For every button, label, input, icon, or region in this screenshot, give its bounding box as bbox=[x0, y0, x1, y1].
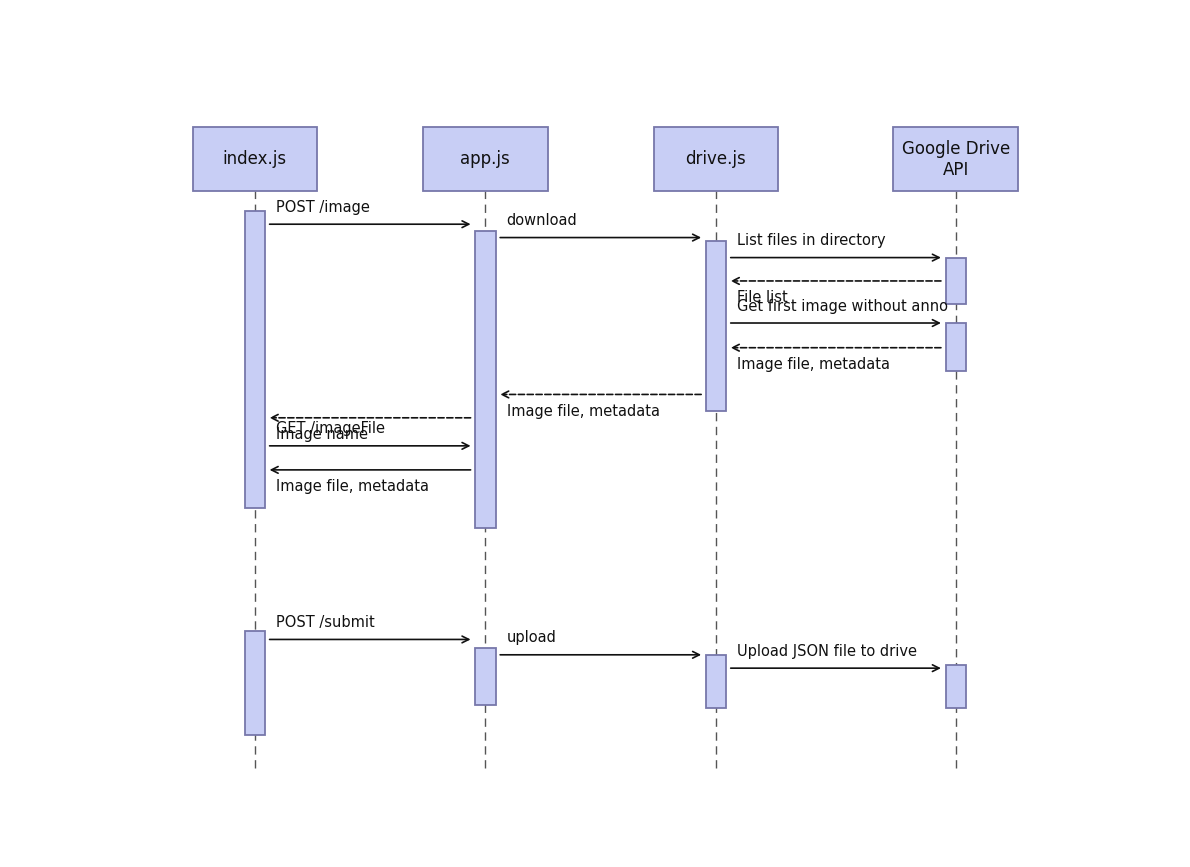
Bar bbox=[946, 323, 966, 371]
Bar bbox=[653, 127, 778, 191]
Text: POST /image: POST /image bbox=[276, 200, 370, 215]
Text: Google Drive
API: Google Drive API bbox=[902, 140, 1010, 179]
Bar bbox=[475, 649, 495, 705]
Text: app.js: app.js bbox=[461, 150, 511, 168]
Bar bbox=[475, 231, 495, 528]
Text: Image name: Image name bbox=[276, 427, 368, 442]
Bar bbox=[245, 631, 265, 735]
Text: download: download bbox=[507, 213, 577, 228]
Text: Get first image without anno: Get first image without anno bbox=[737, 298, 948, 314]
Text: drive.js: drive.js bbox=[685, 150, 746, 168]
Bar bbox=[946, 665, 966, 708]
Text: File list: File list bbox=[737, 290, 788, 305]
Text: List files in directory: List files in directory bbox=[737, 233, 885, 248]
Text: GET /imageFile: GET /imageFile bbox=[276, 421, 386, 436]
Text: POST /submit: POST /submit bbox=[276, 615, 375, 630]
Bar bbox=[245, 211, 265, 508]
Text: Image file, metadata: Image file, metadata bbox=[276, 479, 430, 494]
Bar bbox=[706, 655, 726, 708]
Text: Image file, metadata: Image file, metadata bbox=[507, 404, 659, 419]
Bar bbox=[424, 127, 547, 191]
Bar bbox=[193, 127, 317, 191]
Text: index.js: index.js bbox=[223, 150, 287, 168]
Bar bbox=[946, 257, 966, 304]
Bar bbox=[894, 127, 1017, 191]
Text: Upload JSON file to drive: Upload JSON file to drive bbox=[737, 644, 917, 659]
Text: upload: upload bbox=[507, 630, 557, 645]
Bar bbox=[706, 241, 726, 411]
Text: Image file, metadata: Image file, metadata bbox=[737, 357, 890, 372]
